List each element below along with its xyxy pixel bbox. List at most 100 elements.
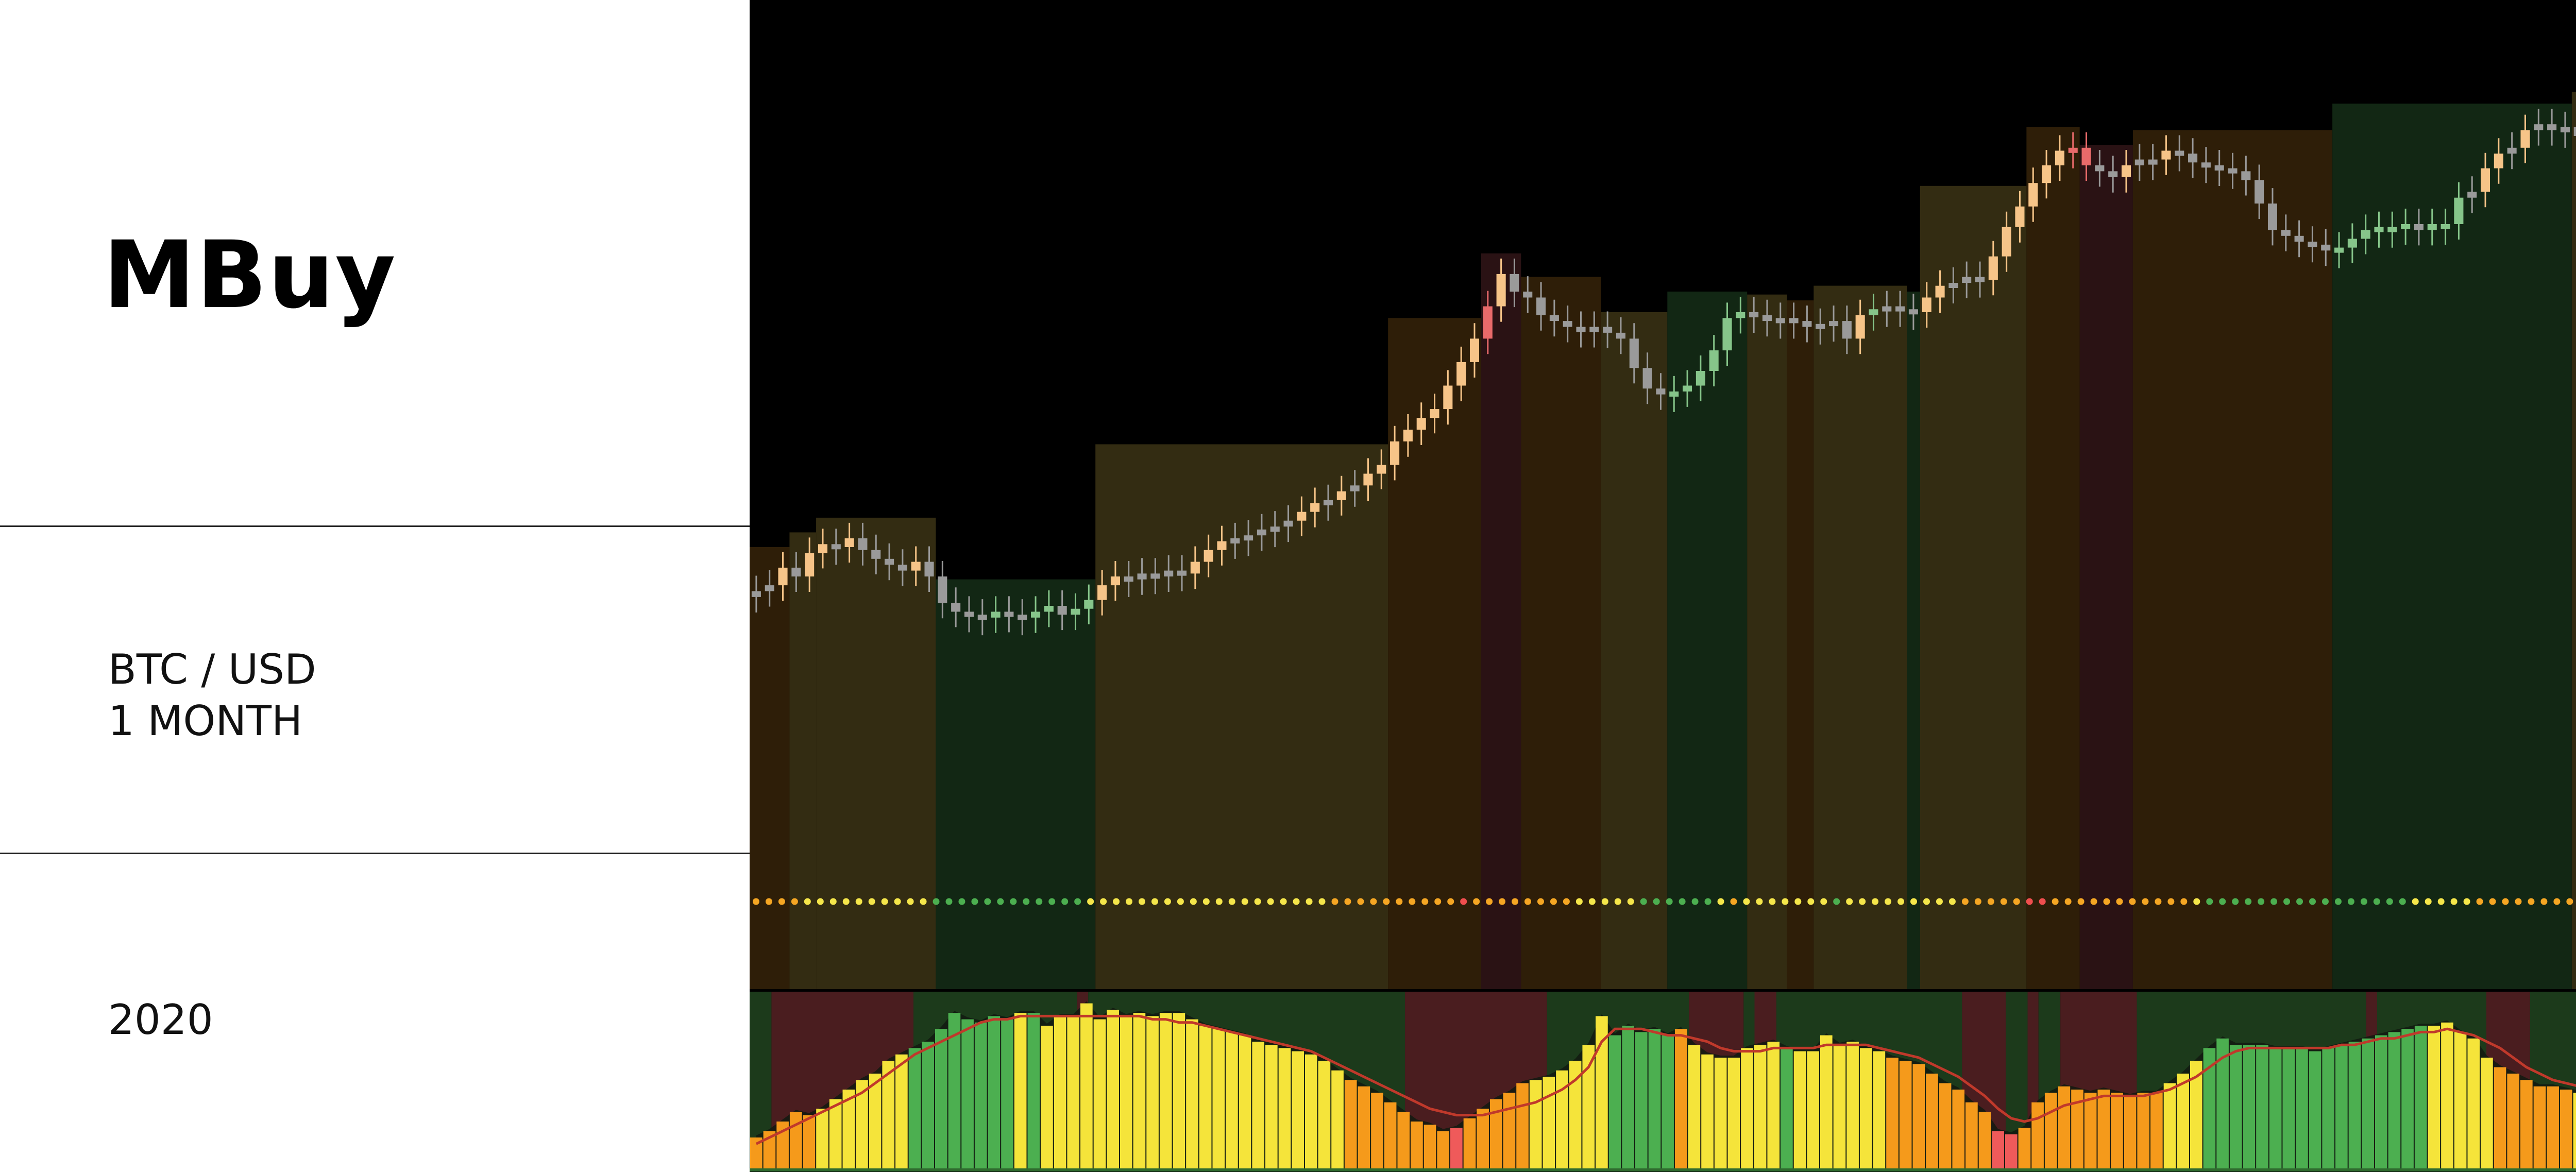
- candle-body: [1775, 318, 1785, 324]
- oscillator-bar: [2454, 1032, 2467, 1169]
- oscillator-bar: [2044, 1093, 2057, 1169]
- regime-dot: [1447, 898, 1454, 905]
- regime-dot: [2540, 898, 2548, 905]
- regime-dot: [1241, 898, 1248, 905]
- regime-dot: [894, 898, 901, 905]
- oscillator-bar: [1622, 1026, 1635, 1169]
- candle-body: [2255, 180, 2264, 204]
- candle-body: [1842, 321, 1852, 339]
- oscillator-bar: [2401, 1029, 2414, 1169]
- regime-dot: [1460, 898, 1467, 905]
- oscillator-bar: [2428, 1026, 2441, 1169]
- regime-dot: [2399, 898, 2406, 905]
- candle-body: [858, 538, 868, 550]
- candle-body: [1722, 318, 1732, 351]
- oscillator-bar: [2533, 1086, 2546, 1169]
- regime-dot: [1151, 898, 1158, 905]
- oscillator-bar: [1859, 1048, 1872, 1169]
- oscillator-bar: [1793, 1051, 1806, 1169]
- oscillator-bar: [1741, 1048, 1753, 1169]
- candle-body: [1629, 338, 1639, 368]
- oscillator-bar: [1662, 1035, 1674, 1169]
- candle-body: [2214, 165, 2224, 171]
- oscillator-bar: [1952, 1090, 1965, 1169]
- oscillator-bar: [1992, 1131, 2004, 1169]
- regime-dot: [2232, 898, 2239, 905]
- candle-body: [2480, 168, 2490, 192]
- candle-body: [2441, 224, 2450, 229]
- oscillator-bar: [2309, 1051, 2321, 1169]
- regime-dot: [1344, 898, 1351, 905]
- oscillator-bar: [1080, 1003, 1093, 1169]
- oscillator-bar: [1159, 1013, 1172, 1169]
- regime-band: [936, 579, 1096, 989]
- divider-top: [0, 525, 750, 527]
- oscillator-bar: [1437, 1131, 1450, 1169]
- regime-dot: [2425, 898, 2432, 905]
- oscillator-bar: [2058, 1086, 2071, 1169]
- candle-body: [2095, 165, 2105, 172]
- candle-body: [844, 538, 854, 547]
- oscillator-bar: [2216, 1038, 2229, 1169]
- regime-dot: [1885, 898, 1892, 905]
- candle-body: [2467, 192, 2477, 198]
- regime-dot: [945, 898, 953, 905]
- oscillator-bar: [2190, 1061, 2202, 1169]
- regime-dot: [1910, 898, 1918, 905]
- regime-dot: [2052, 898, 2059, 905]
- candle-body: [765, 585, 774, 591]
- candle-body: [2507, 147, 2517, 154]
- candle-body: [1869, 309, 1878, 315]
- oscillator-bar: [1318, 1061, 1331, 1169]
- regime-dot: [1974, 898, 1981, 905]
- regime-dot: [2116, 898, 2123, 905]
- regime-dot: [1640, 898, 1647, 905]
- regime-dot: [842, 898, 850, 905]
- candle-body: [751, 591, 761, 597]
- candle-body: [1496, 274, 1506, 307]
- regime-dot: [855, 898, 862, 905]
- signal-line: [755, 1014, 2576, 1145]
- regime-dot: [1370, 898, 1377, 905]
- oscillator-bar: [1186, 1019, 1198, 1169]
- candle-body: [2028, 183, 2038, 207]
- regime-dot: [1948, 898, 1956, 905]
- brand-title: MBuy: [103, 222, 397, 329]
- candle-body: [1483, 306, 1493, 339]
- regime-dot: [1679, 898, 1686, 905]
- oscillator-bar: [1965, 1102, 1978, 1169]
- candle-body: [2228, 168, 2238, 174]
- oscillator-bars: [750, 1003, 2576, 1169]
- regime-dot: [1499, 898, 1506, 905]
- candle-body: [2002, 227, 2011, 257]
- candle-body: [1018, 615, 1027, 620]
- regime-dot: [2437, 898, 2445, 905]
- oscillator-bar: [1886, 1058, 1899, 1169]
- regime-dot: [1087, 898, 1094, 905]
- candle-body: [1283, 520, 1293, 527]
- oscillator-bar: [2375, 1035, 2387, 1169]
- regime-dot: [1987, 898, 1994, 905]
- regime-dot: [2450, 898, 2458, 905]
- candle-body: [831, 544, 841, 550]
- candle-body: [1190, 562, 1200, 574]
- candle-body: [2267, 203, 2278, 230]
- oscillator-bar: [1226, 1032, 1238, 1169]
- regime-dot: [1614, 898, 1621, 905]
- oscillator-bar: [1833, 1045, 1846, 1169]
- candle-body: [2520, 130, 2530, 148]
- regime-dot: [2360, 898, 2367, 905]
- oscillator-bar: [1252, 1042, 1265, 1169]
- oscillator-bar: [2137, 1093, 2150, 1169]
- regime-dot: [2309, 898, 2316, 905]
- candle-body: [2121, 165, 2131, 177]
- regime-dot: [1113, 898, 1120, 905]
- oscillator-bar: [1133, 1013, 1146, 1169]
- regime-dot: [971, 898, 978, 905]
- regime-dot: [1563, 898, 1570, 905]
- candle-body: [2081, 147, 2091, 165]
- candle-body: [871, 550, 881, 559]
- candle-body: [2573, 127, 2576, 136]
- regime-band: [2079, 145, 2133, 989]
- oscillator-bar: [2348, 1042, 2361, 1169]
